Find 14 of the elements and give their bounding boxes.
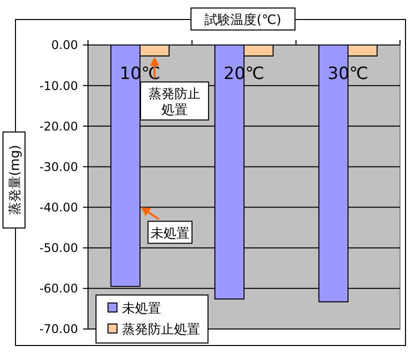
legend-label: 未処置 — [122, 302, 161, 317]
y-tick-label: -50.00 — [39, 241, 78, 256]
legend-label: 蒸発防止処置 — [122, 322, 200, 338]
annotation: 未処置 — [150, 226, 190, 242]
y-axis-title: 蒸発量(mg) — [8, 144, 23, 216]
y-tick-label: 0.00 — [51, 38, 78, 52]
y-tick-label: -40.00 — [39, 200, 78, 214]
y-tick-label: -60.00 — [39, 282, 78, 296]
x-axis-title: 試験温度(℃) — [204, 12, 282, 28]
y-tick-label: -20.00 — [39, 119, 78, 134]
y-tick-label: -10.00 — [39, 78, 78, 93]
y-tick-label: -70.00 — [39, 322, 78, 336]
annotation: 蒸発防止処置 — [148, 86, 201, 118]
y-tick-label: -30.00 — [39, 160, 78, 174]
